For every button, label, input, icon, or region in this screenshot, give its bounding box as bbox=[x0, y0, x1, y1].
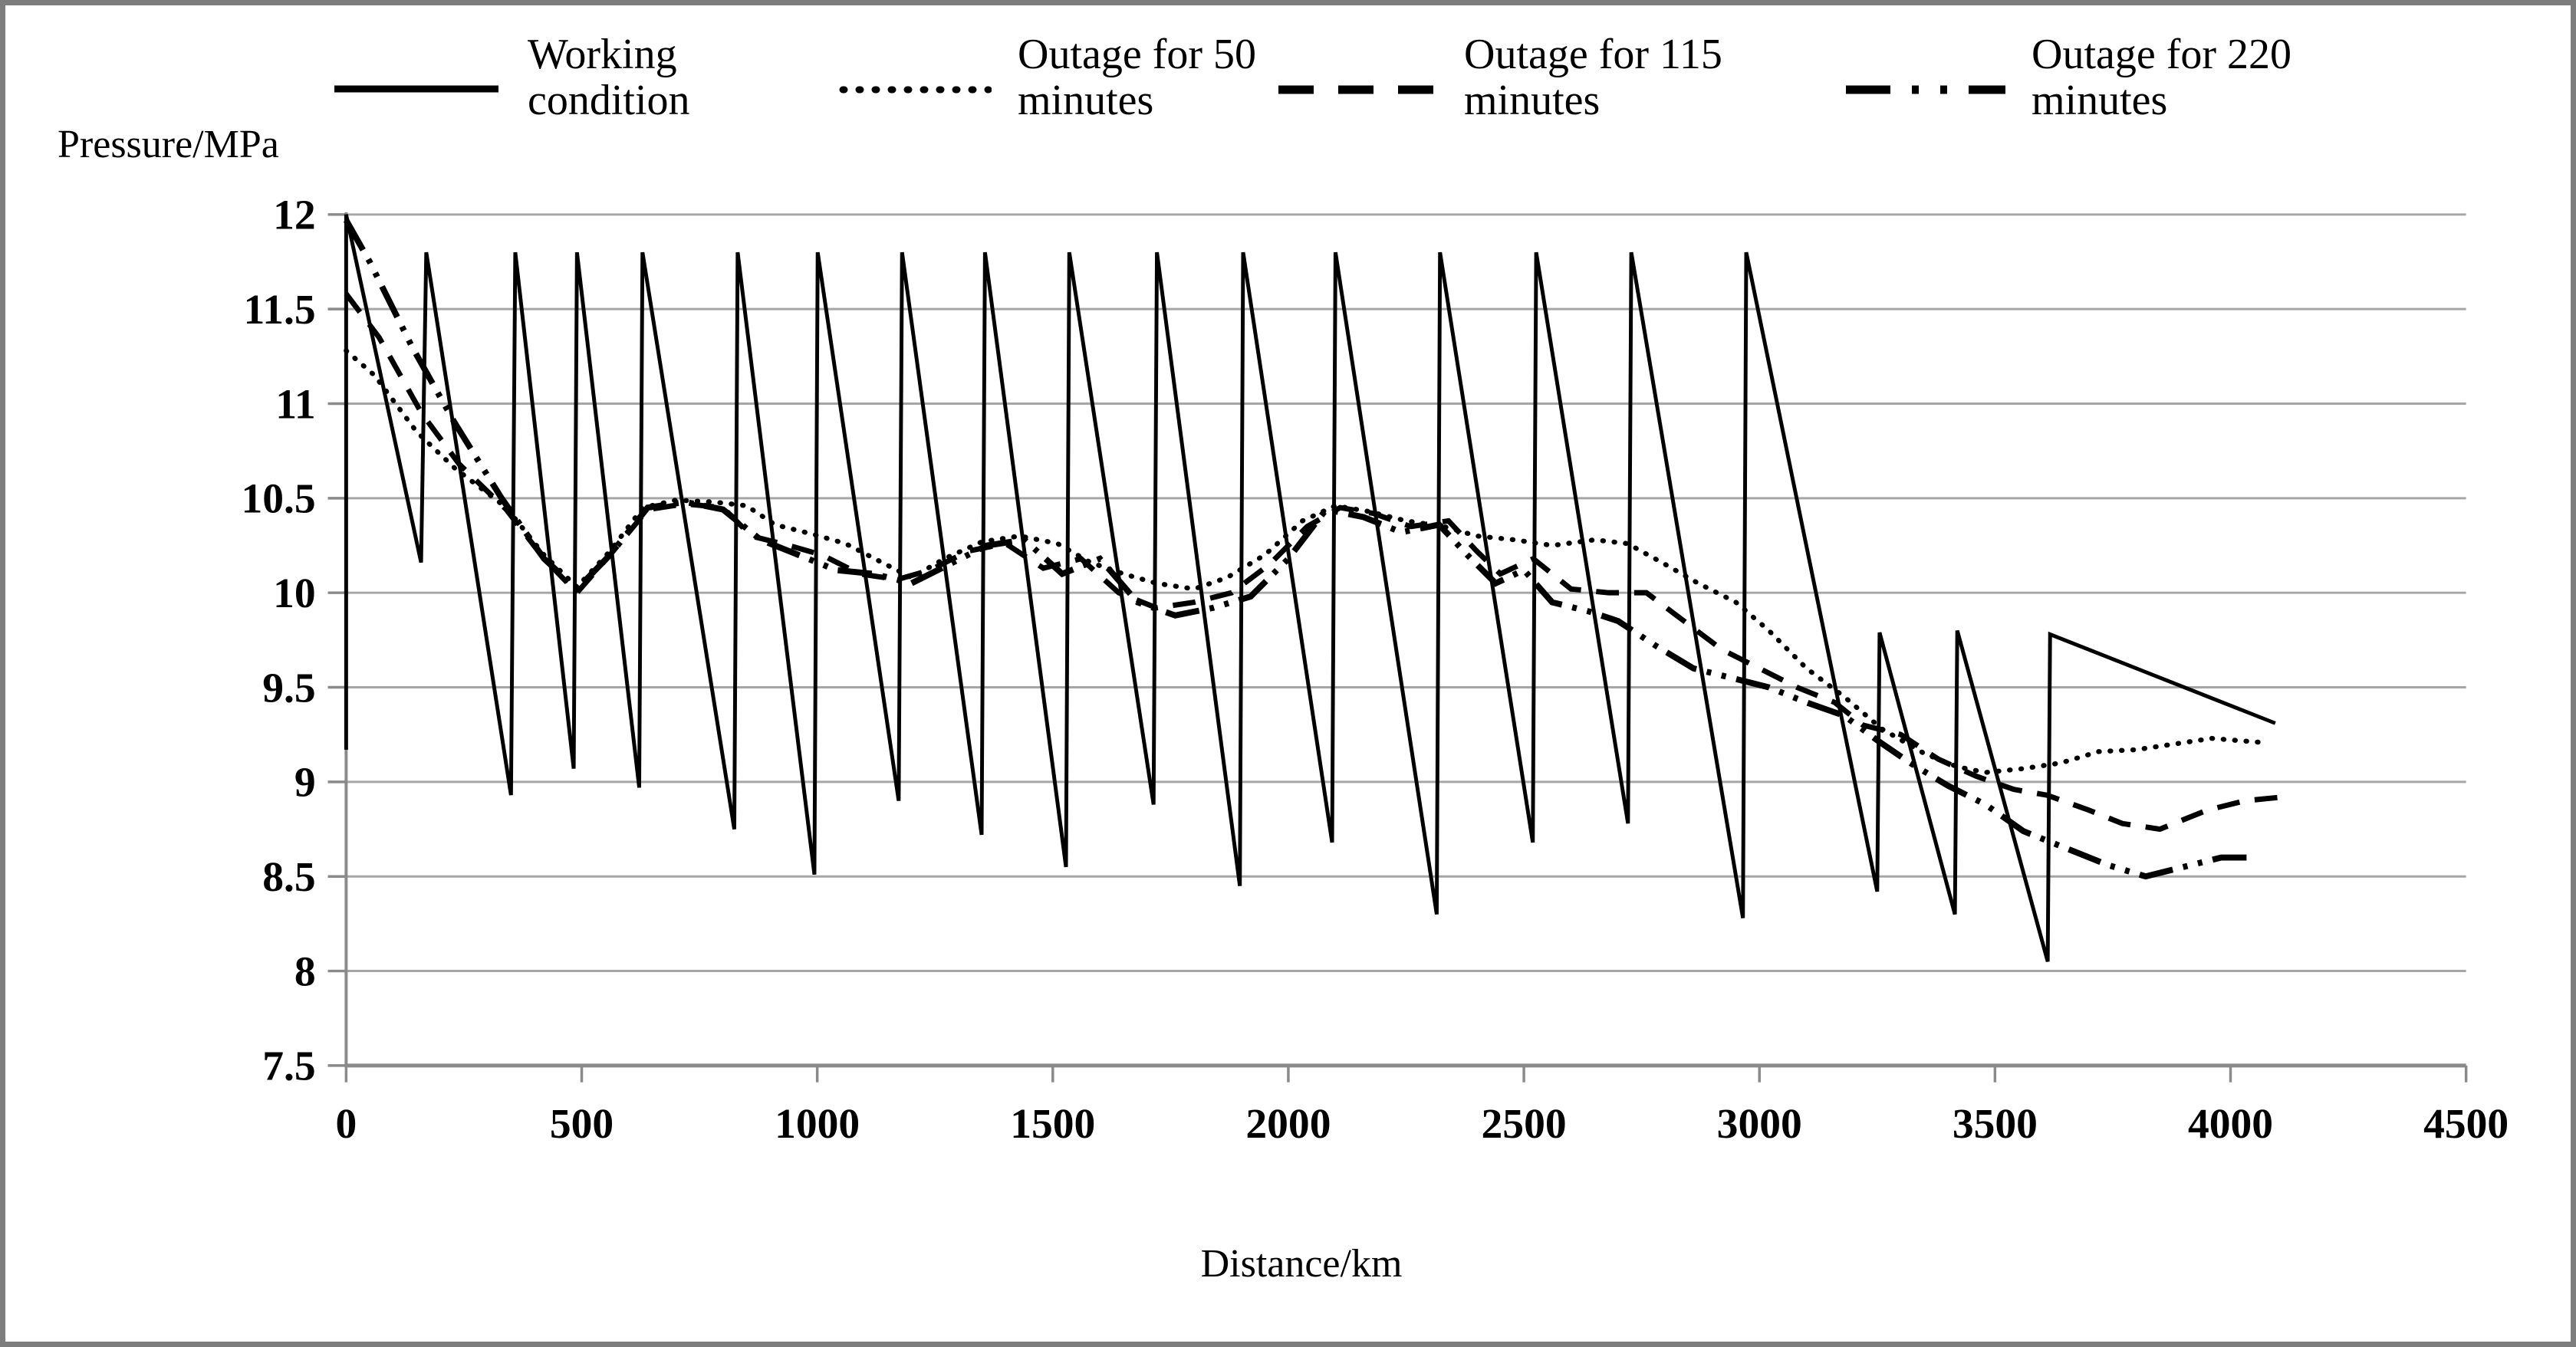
series-line-dotted bbox=[344, 348, 2262, 775]
data-series bbox=[343, 214, 2283, 962]
dashed-line-icon bbox=[1278, 85, 1438, 94]
y-tick-label: 9 bbox=[294, 759, 316, 807]
y-tick-label: 11.5 bbox=[244, 286, 316, 333]
tick-labels: 7.5 8 8.5 9 9.5 10 10.5 11 11.5 12 0 500 1000 1500 200… bbox=[241, 192, 2509, 1148]
x-axis-title: Distance/km bbox=[1200, 1242, 1403, 1286]
gridlines bbox=[346, 213, 2466, 973]
legend-label: Outage for 50 minutes bbox=[1018, 31, 1257, 124]
legend-label: Working condition bbox=[528, 31, 690, 124]
solid-line-icon bbox=[334, 85, 498, 93]
x-tick-label: 4500 bbox=[2423, 1100, 2509, 1148]
series-line-dashed bbox=[344, 292, 2283, 833]
x-tick-label: 3500 bbox=[1953, 1100, 2038, 1148]
x-tick-label: 500 bbox=[550, 1100, 614, 1148]
x-tick-label: 1000 bbox=[775, 1100, 860, 1148]
legend-label: Outage for 220 minutes bbox=[2032, 31, 2292, 124]
y-tick-label: 10 bbox=[273, 570, 316, 617]
legend-item-outage-115: Outage for 115 minutes bbox=[1277, 31, 1786, 123]
legend-item-outage-50: Outage for 50 minutes bbox=[838, 31, 1324, 123]
x-tick-label: 2000 bbox=[1245, 1100, 1331, 1148]
x-tick-label: 3000 bbox=[1717, 1100, 1802, 1148]
x-tick-label: 4000 bbox=[2188, 1100, 2273, 1148]
y-tick-label: 8 bbox=[294, 948, 316, 995]
x-tick-label: 0 bbox=[335, 1100, 357, 1148]
series-line-dash-dot bbox=[343, 218, 2255, 880]
y-tick-label: 9.5 bbox=[262, 664, 315, 711]
dash-dot-line-icon bbox=[1846, 85, 2005, 94]
legend-label: Outage for 115 minutes bbox=[1464, 31, 1722, 124]
y-tick-label: 11 bbox=[275, 380, 315, 428]
y-tick-label: 10.5 bbox=[241, 475, 315, 523]
x-tick-label: 1500 bbox=[1010, 1100, 1095, 1148]
y-tick-label: 12 bbox=[273, 192, 316, 239]
x-tick-label: 2500 bbox=[1482, 1100, 1567, 1148]
legend-item-outage-220: Outage for 220 minutes bbox=[1844, 31, 2354, 123]
y-tick-label: 8.5 bbox=[262, 853, 315, 901]
dotted-line-icon bbox=[839, 86, 992, 94]
y-axis-title: Pressure/MPa bbox=[58, 123, 279, 166]
series-line-solid bbox=[344, 214, 2276, 962]
legend-item-working-condition: Working condition bbox=[331, 31, 765, 123]
chart-canvas: 7.5 8 8.5 9 9.5 10 10.5 11 11.5 12 0 500 1000 1500 200… bbox=[241, 192, 2509, 1148]
y-tick-label: 7.5 bbox=[262, 1043, 315, 1090]
